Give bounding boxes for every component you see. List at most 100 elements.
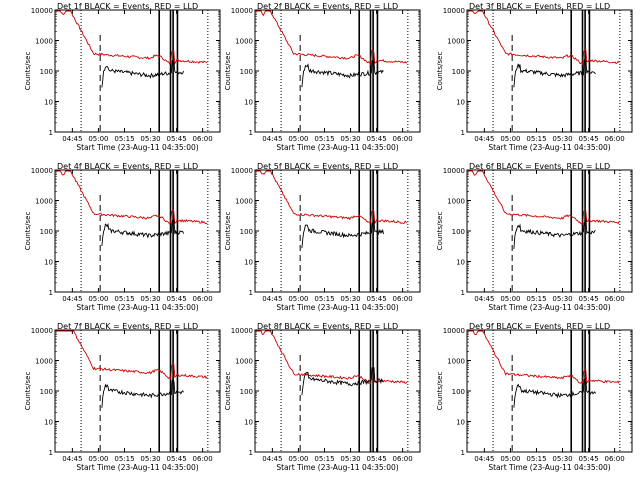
- x-tick-label: 05:30: [552, 455, 572, 463]
- panel-det-7: Det 7f BLACK = Events, RED = LLD 1 10 100 10…: [24, 322, 221, 472]
- y-tick-label: 100: [240, 228, 253, 236]
- series-events-black: [101, 59, 184, 88]
- y-tick-label: 10000: [231, 327, 253, 335]
- y-tick-label: 10000: [31, 327, 53, 335]
- series-lld-red: [255, 170, 408, 225]
- panel-title: Det 6f BLACK = Events, RED = LLD: [469, 162, 610, 171]
- y-tick-label: 1000: [235, 358, 253, 366]
- y-axis-label: Counts/sec: [24, 372, 32, 411]
- x-tick-label: 05:15: [314, 135, 334, 143]
- y-tick-label: 1000: [235, 38, 253, 46]
- panel-det-4: Det 4f BLACK = Events, RED = LLD 1 10 100 10…: [24, 162, 221, 312]
- y-tick-label: 10: [44, 259, 53, 267]
- x-tick-label: 06:00: [605, 135, 625, 143]
- y-tick-label: 10000: [443, 7, 465, 15]
- x-tick-label: 05:15: [114, 295, 134, 303]
- x-tick-label: 05:30: [552, 135, 572, 143]
- x-tick-label: 05:30: [140, 135, 160, 143]
- series-events-black: [101, 218, 184, 246]
- y-tick-label: 10: [44, 99, 53, 107]
- x-axis-label: Start Time (23-Aug-11 04:35:00): [276, 303, 398, 312]
- series-lld-red: [467, 330, 620, 385]
- y-tick-label: 10000: [31, 7, 53, 15]
- x-tick-label: 05:30: [140, 295, 160, 303]
- x-tick-label: 05:15: [526, 455, 546, 463]
- y-tick-label: 1: [249, 449, 253, 457]
- x-tick-label: 05:00: [500, 455, 520, 463]
- y-tick-label: 10: [44, 419, 53, 427]
- y-tick-label: 100: [240, 388, 253, 396]
- series-events-black: [301, 60, 384, 88]
- x-tick-label: 04:45: [62, 295, 82, 303]
- series-lld-red: [255, 10, 408, 66]
- x-axis-label: Start Time (23-Aug-11 04:35:00): [488, 143, 610, 152]
- y-tick-label: 1000: [447, 198, 465, 206]
- x-tick-label: 04:45: [262, 455, 282, 463]
- x-tick-label: 06:00: [193, 295, 213, 303]
- y-tick-label: 100: [40, 68, 53, 76]
- y-tick-label: 10: [244, 259, 253, 267]
- x-tick-label: 06:00: [393, 295, 413, 303]
- x-tick-label: 04:45: [62, 455, 82, 463]
- x-tick-label: 05:45: [366, 295, 386, 303]
- panel-title: Det 9f BLACK = Events, RED = LLD: [469, 322, 610, 331]
- y-axis-label: Counts/sec: [436, 52, 444, 91]
- y-tick-label: 10000: [231, 167, 253, 175]
- y-tick-label: 1: [49, 449, 53, 457]
- x-tick-label: 04:45: [474, 455, 494, 463]
- y-tick-label: 1: [461, 129, 465, 137]
- x-tick-label: 06:00: [193, 455, 213, 463]
- x-tick-label: 05:45: [366, 455, 386, 463]
- y-tick-label: 100: [452, 68, 465, 76]
- series-lld-red: [255, 330, 408, 385]
- y-tick-label: 10: [244, 99, 253, 107]
- series-events-black: [513, 59, 596, 88]
- x-tick-label: 04:45: [262, 135, 282, 143]
- series-events-black: [513, 219, 596, 250]
- y-tick-label: 1: [249, 289, 253, 297]
- x-axis-label: Start Time (23-Aug-11 04:35:00): [276, 143, 398, 152]
- y-tick-label: 10000: [231, 7, 253, 15]
- x-axis-label: Start Time (23-Aug-11 04:35:00): [276, 463, 398, 472]
- x-tick-label: 05:00: [288, 455, 308, 463]
- x-axis-label: Start Time (23-Aug-11 04:35:00): [76, 143, 198, 152]
- panel-det-1: Det 1f BLACK = Events, RED = LLD 1 10 100 10…: [24, 2, 221, 152]
- x-tick-label: 06:00: [605, 295, 625, 303]
- plot-frame: [54, 329, 221, 453]
- y-tick-label: 100: [40, 228, 53, 236]
- panel-title: Det 1f BLACK = Events, RED = LLD: [57, 2, 198, 11]
- y-axis-label: Counts/sec: [24, 52, 32, 91]
- y-tick-label: 1000: [35, 198, 53, 206]
- y-tick-label: 1: [461, 289, 465, 297]
- x-tick-label: 04:45: [474, 295, 494, 303]
- x-tick-label: 05:15: [526, 135, 546, 143]
- series-lld-red: [467, 170, 620, 225]
- x-tick-label: 05:30: [140, 455, 160, 463]
- x-tick-label: 05:45: [578, 455, 598, 463]
- panel-det-8: Det 8f BLACK = Events, RED = LLD 1 10 100 10…: [224, 322, 421, 472]
- x-tick-label: 06:00: [393, 135, 413, 143]
- x-tick-label: 05:15: [526, 295, 546, 303]
- panel-title: Det 3f BLACK = Events, RED = LLD: [469, 2, 610, 11]
- x-tick-label: 05:00: [288, 295, 308, 303]
- x-tick-label: 05:00: [288, 135, 308, 143]
- x-tick-label: 05:30: [340, 295, 360, 303]
- panel-det-5: Det 5f BLACK = Events, RED = LLD 1 10 100 10…: [224, 162, 421, 312]
- x-tick-label: 05:15: [114, 135, 134, 143]
- x-tick-label: 05:00: [88, 455, 108, 463]
- y-tick-label: 10000: [31, 167, 53, 175]
- panel-det-3: Det 3f BLACK = Events, RED = LLD 1 10 100 10…: [436, 2, 633, 152]
- x-tick-label: 05:00: [500, 135, 520, 143]
- x-tick-label: 05:45: [166, 135, 186, 143]
- y-tick-label: 10: [456, 419, 465, 427]
- y-tick-label: 100: [452, 228, 465, 236]
- x-tick-label: 04:45: [262, 295, 282, 303]
- series-lld-red: [55, 170, 208, 225]
- series-lld-red: [467, 10, 620, 66]
- x-axis-label: Start Time (23-Aug-11 04:35:00): [488, 463, 610, 472]
- x-tick-label: 06:00: [193, 135, 213, 143]
- x-axis-label: Start Time (23-Aug-11 04:35:00): [488, 303, 610, 312]
- x-tick-label: 05:00: [88, 295, 108, 303]
- y-tick-label: 1: [49, 289, 53, 297]
